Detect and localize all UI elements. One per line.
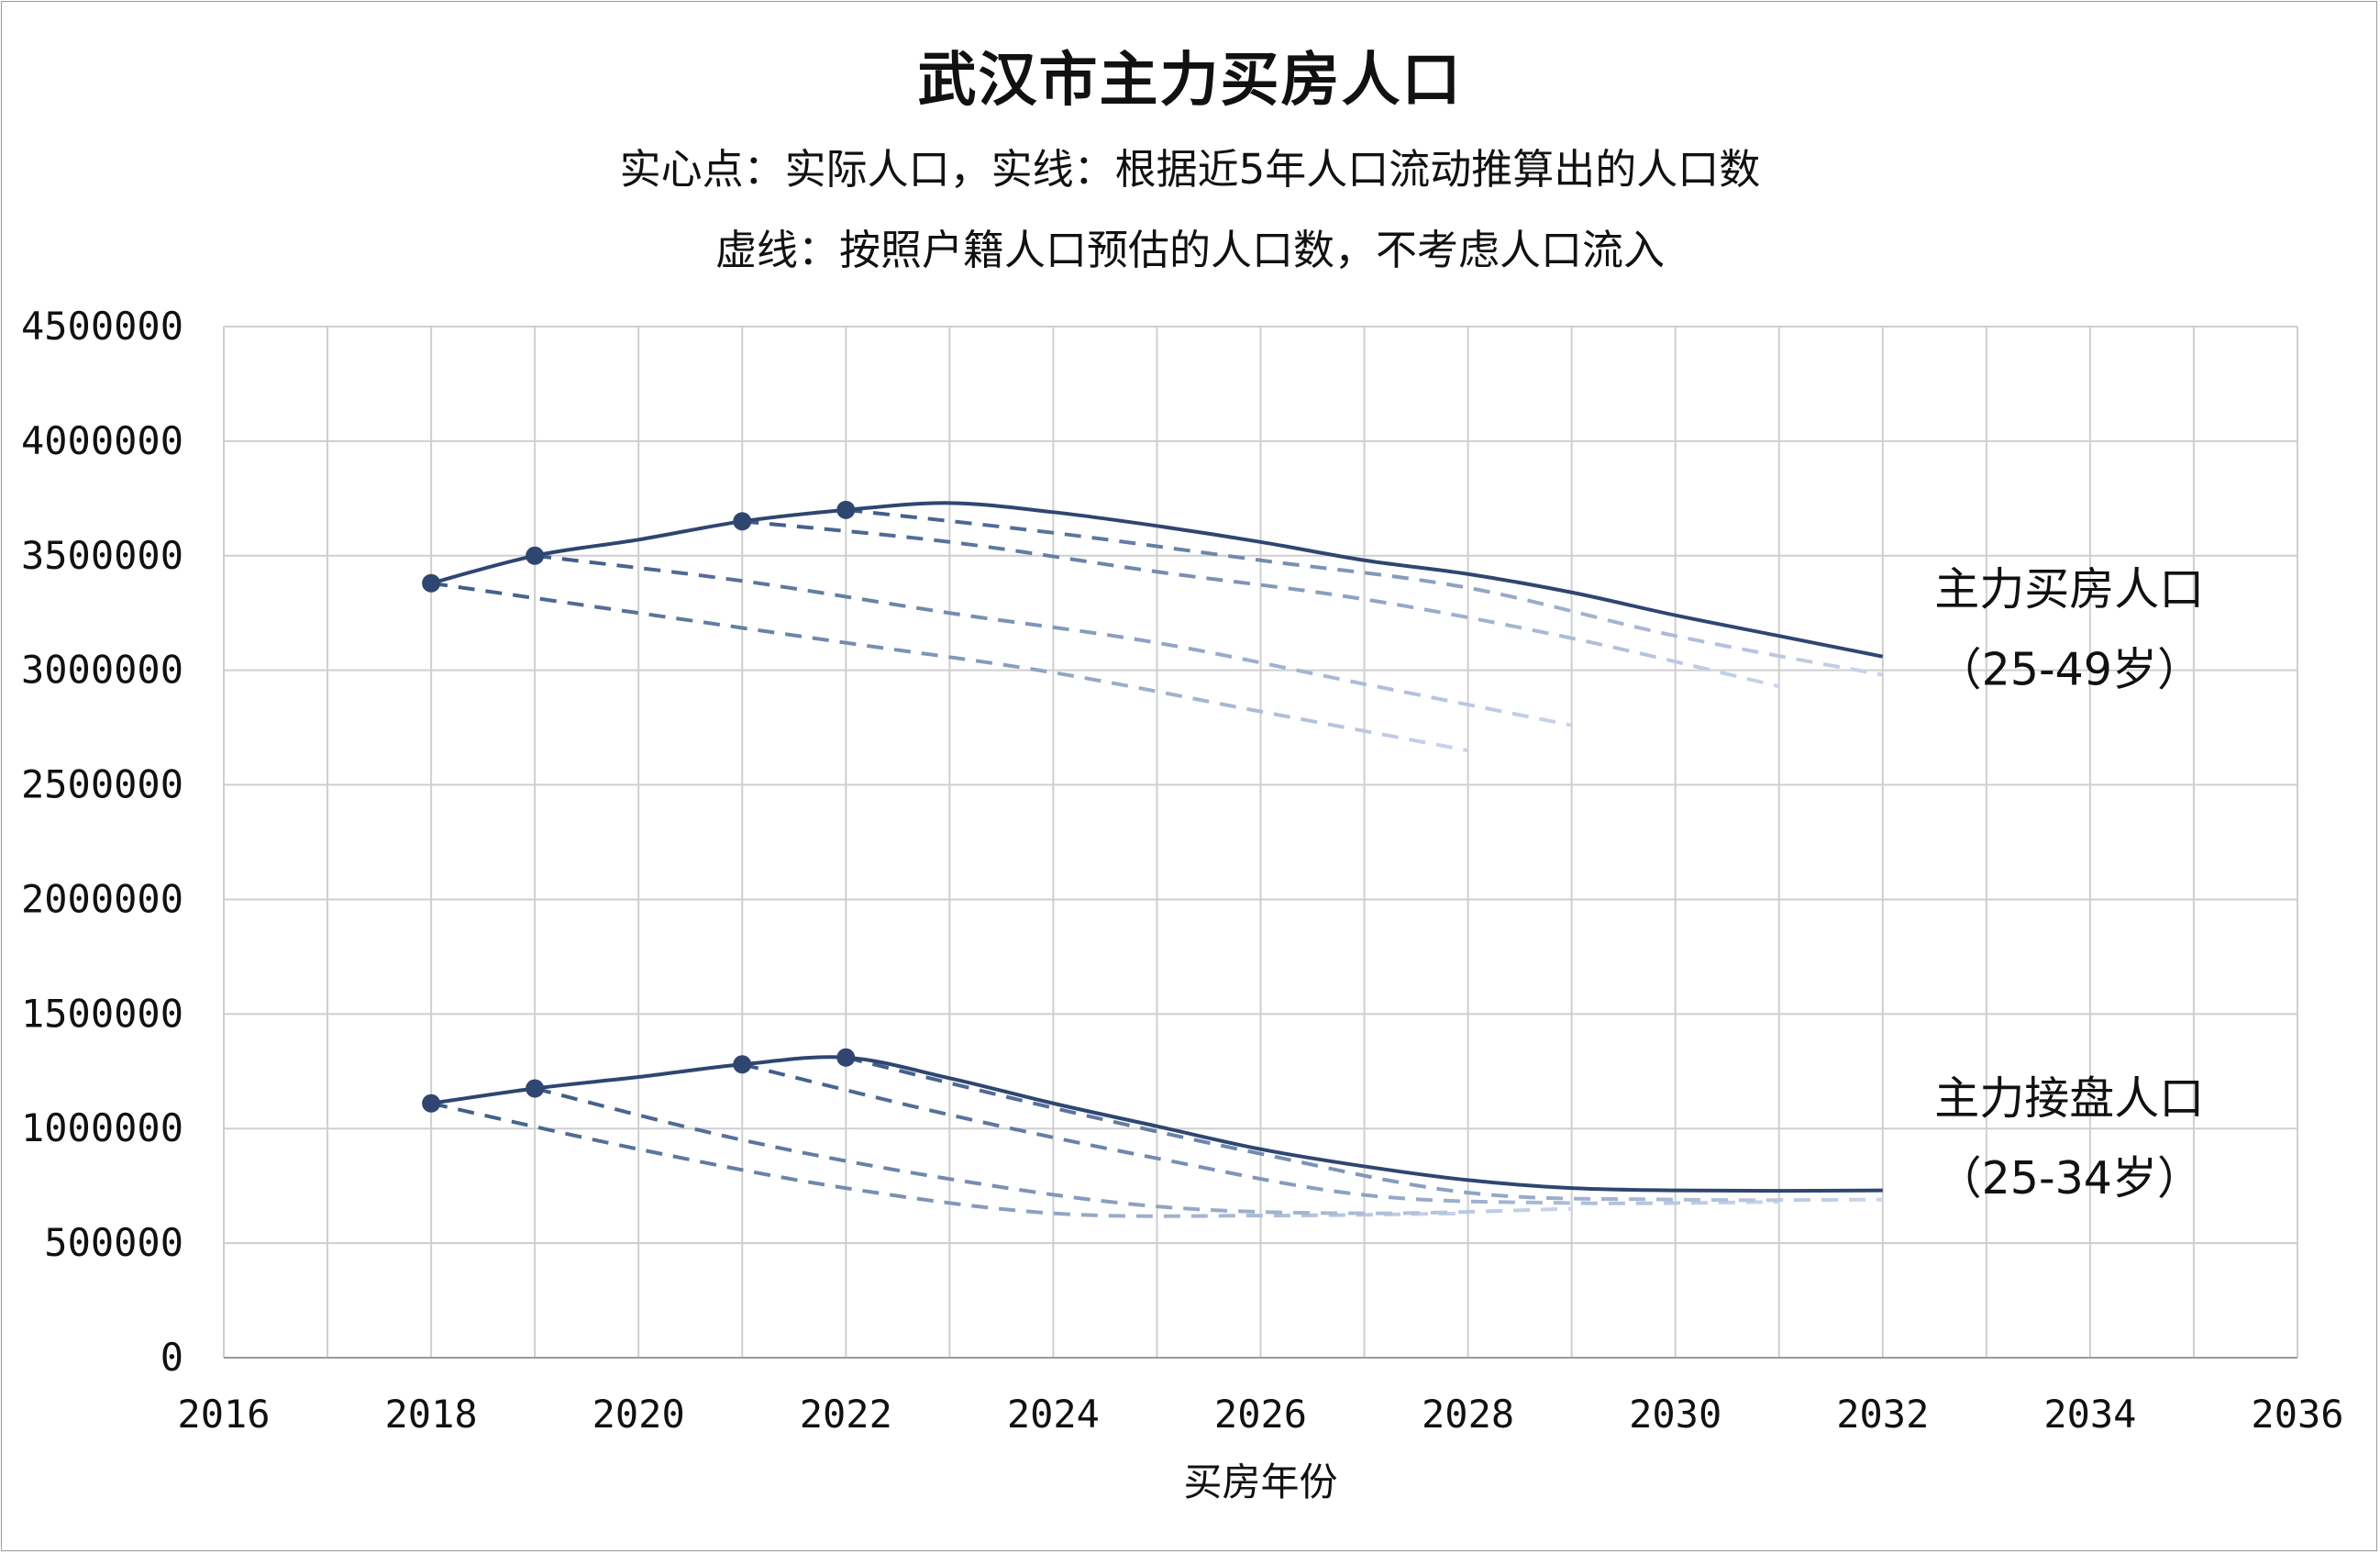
x-tick-label: 2026	[1214, 1392, 1307, 1437]
actual-point	[836, 500, 856, 519]
x-tick-label: 2018	[385, 1392, 478, 1437]
x-tick-label: 2032	[1836, 1392, 1929, 1437]
chart-title: 武汉市主力买房人口	[917, 46, 1463, 115]
x-axis-label: 买房年份	[1183, 1460, 1337, 1504]
estimate-line	[742, 519, 1780, 689]
series-annotations: 主力买房人口 （25-49岁） 主力接盘人口 （25-34岁）	[1934, 563, 2204, 1204]
projection-line	[430, 501, 1884, 659]
y-tick-label: 2000000	[21, 876, 183, 921]
y-tick-label: 0	[161, 1335, 183, 1380]
x-tick-label: 2034	[2043, 1392, 2136, 1437]
estimate-line	[534, 553, 1573, 727]
y-tick-label: 4500000	[21, 304, 183, 349]
y-tick-label: 3500000	[21, 533, 183, 578]
actual-point	[733, 512, 752, 531]
projection-line	[430, 1055, 1883, 1193]
y-tick-label: 1500000	[21, 991, 183, 1036]
y-axis-tick-labels: 0 500000 1000000 1500000 2000000 2500000 30000…	[21, 304, 183, 1380]
actual-point	[526, 1079, 545, 1098]
y-tick-label: 500000	[44, 1220, 183, 1265]
grid-lines	[223, 326, 2298, 1359]
x-tick-label: 2016	[177, 1392, 270, 1437]
actual-point	[422, 1093, 441, 1113]
series-annotation: （25-34岁）	[1937, 1152, 2202, 1204]
x-tick-label: 2020	[592, 1392, 685, 1437]
y-tick-label: 2500000	[21, 762, 183, 807]
y-tick-label: 1000000	[21, 1105, 183, 1150]
x-tick-label: 2028	[1422, 1392, 1514, 1437]
estimate-line	[846, 507, 1884, 677]
x-axis-tick-labels: 2016 2018 2020 2022 2024 2026 2028 2030 2032 2034…	[177, 1392, 2343, 1437]
chart-subtitle-line-1: 实心点：实际人口，实线：根据近5年人口流动推算出的人口数	[619, 145, 1761, 194]
estimate-dashed-lines	[430, 507, 1884, 1218]
actual-point	[526, 546, 545, 565]
estimate-line	[534, 1086, 1572, 1215]
series-annotation: 主力接盘人口	[1934, 1072, 2204, 1125]
x-tick-label: 2022	[800, 1392, 892, 1437]
series-annotation: 主力买房人口	[1934, 563, 2204, 616]
actual-point	[836, 1048, 856, 1067]
x-tick-label: 2030	[1629, 1392, 1721, 1437]
y-tick-label: 4000000	[21, 418, 183, 463]
estimate-line	[430, 581, 1468, 753]
chart-subtitle-line-2: 虚线：按照户籍人口预估的人口数，不考虑人口流入	[714, 226, 1665, 274]
x-tick-label: 2036	[2251, 1392, 2343, 1437]
estimate-line	[741, 1062, 1779, 1205]
estimate-line	[430, 1101, 1468, 1218]
actual-point	[733, 1055, 752, 1074]
estimate-line	[845, 1055, 1883, 1203]
projection-solid-lines	[430, 501, 1884, 1193]
actual-data-points	[422, 500, 856, 1113]
series-annotation: （25-49岁）	[1937, 644, 2202, 696]
y-tick-label: 3000000	[21, 648, 183, 693]
x-tick-label: 2024	[1007, 1392, 1100, 1437]
actual-point	[422, 573, 441, 593]
